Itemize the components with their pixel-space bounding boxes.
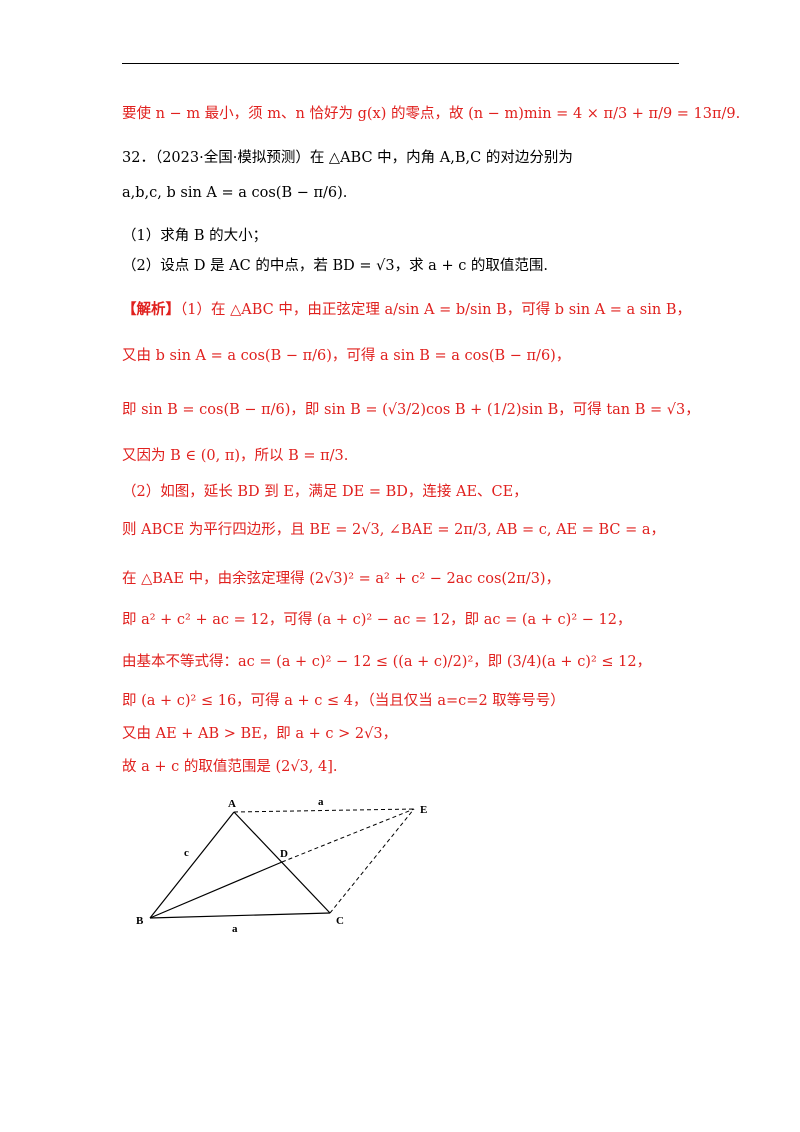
text-line-content: 即 sin B = cos(B − π/6)，即 sin B = (√3/2)c… [122, 402, 700, 418]
text-line-12: 在 △BAE 中，由余弦定理得 (2√3)² = a² + c² − 2ac c… [122, 569, 560, 589]
side-label-ab: c [184, 847, 189, 859]
point-label-d: D [280, 848, 288, 860]
analysis-heading: 【解析】 [122, 301, 180, 318]
text-line-13: 即 a² + c² + ac = 12，可得 (a + c)² − ac = 1… [122, 610, 631, 630]
segment-ae [233, 808, 415, 813]
text-line-11: 则 ABCE 为平行四边形，且 BE = 2√3, ∠BAE = 2π/3, A… [122, 520, 665, 540]
segment-de [281, 808, 415, 863]
segment-bc [149, 912, 331, 919]
segment-ce [329, 808, 415, 914]
side-label-ae: a [318, 796, 324, 808]
text-line-5: （2）设点 D 是 AC 的中点，若 BD = √3，求 a + c 的取值范围… [122, 256, 548, 276]
text-line-content: 又由 AE + AB > BE，即 a + c > 2√3， [122, 726, 398, 742]
text-line-content: a,b,c, b sin A = a cos(B − π/6). [122, 185, 348, 201]
point-label-b: B [136, 915, 144, 927]
side-label-bc: a [232, 923, 238, 935]
text-line-16: 又由 AE + AB > BE，即 a + c > 2√3， [122, 724, 397, 744]
text-line-15: 即 (a + c)² ≤ 16，可得 a + c ≤ 4，（当且仅当 a=c=2… [122, 691, 565, 711]
text-line-content: 又因为 B ∈ (0, π)，所以 B = π/3. [122, 448, 349, 464]
text-line-content: 32．（2023·全国·模拟预测）在 △ABC 中，内角 A,B,C 的对边分别… [122, 150, 573, 166]
text-line-content: （2）设点 D 是 AC 的中点，若 BD = √3，求 a + c 的取值范围… [122, 258, 549, 274]
text-line-17: 故 a + c 的取值范围是 (2√3, 4]. [122, 757, 338, 777]
text-line-content: 则 ABCE 为平行四边形，且 BE = 2√3, ∠BAE = 2π/3, A… [122, 522, 666, 538]
text-line-content: 又由 b sin A = a cos(B − π/6)，可得 a sin B =… [122, 348, 571, 364]
segment-ab [149, 811, 235, 919]
text-line-9: 又因为 B ∈ (0, π)，所以 B = π/3. [122, 446, 348, 466]
text-line-1: 要使 n − m 最小，须 m、n 恰好为 g(x) 的零点，故 (n − m)… [122, 104, 740, 124]
point-label-e: E [420, 804, 427, 816]
text-line-7: 又由 b sin A = a cos(B − π/6)，可得 a sin B =… [122, 346, 570, 366]
text-line-8: 即 sin B = cos(B − π/6)，即 sin B = (√3/2)c… [122, 400, 700, 420]
text-line-3: a,b,c, b sin A = a cos(B − π/6). [122, 183, 347, 203]
text-line-2: 32．（2023·全国·模拟预测）在 △ABC 中，内角 A,B,C 的对边分别… [122, 148, 573, 168]
text-line-4: （1）求角 B 的大小； [122, 226, 267, 246]
segment-bd [149, 861, 283, 919]
text-line-10: （2）如图，延长 BD 到 E，满足 DE = BD，连接 AE、CE， [122, 482, 528, 502]
parallelogram-figure: A B C D E a c a [130, 785, 440, 940]
point-label-a: A [228, 798, 236, 810]
text-line-content: （2）如图，延长 BD 到 E，满足 DE = BD，连接 AE、CE， [122, 484, 528, 500]
header-rule [122, 63, 679, 64]
text-line-6: 【解析】（1）在 △ABC 中，由正弦定理 a/sin A = b/sin B，… [122, 300, 691, 320]
text-line-14: 由基本不等式得：ac = (a + c)² − 12 ≤ ((a + c)/2)… [122, 652, 651, 672]
point-label-c: C [336, 915, 344, 927]
text-line-content: 故 a + c 的取值范围是 (2√3, 4]. [122, 759, 338, 775]
text-line-content: 在 △BAE 中，由余弦定理得 (2√3)² = a² + c² − 2ac c… [122, 571, 561, 587]
text-line-content: 即 a² + c² + ac = 12，可得 (a + c)² − ac = 1… [122, 612, 632, 628]
text-line-content: （1）求角 B 的大小； [122, 228, 268, 244]
text-line-content: 由基本不等式得：ac = (a + c)² − 12 ≤ ((a + c)/2)… [122, 654, 652, 670]
text-line-content: 即 (a + c)² ≤ 16，可得 a + c ≤ 4，（当且仅当 a=c=2… [122, 693, 565, 709]
text-line-content: 要使 n − m 最小，须 m、n 恰好为 g(x) 的零点，故 (n − m)… [122, 106, 741, 122]
text-line-content: （1）在 △ABC 中，由正弦定理 a/sin A = b/sin B，可得 b… [180, 302, 691, 318]
